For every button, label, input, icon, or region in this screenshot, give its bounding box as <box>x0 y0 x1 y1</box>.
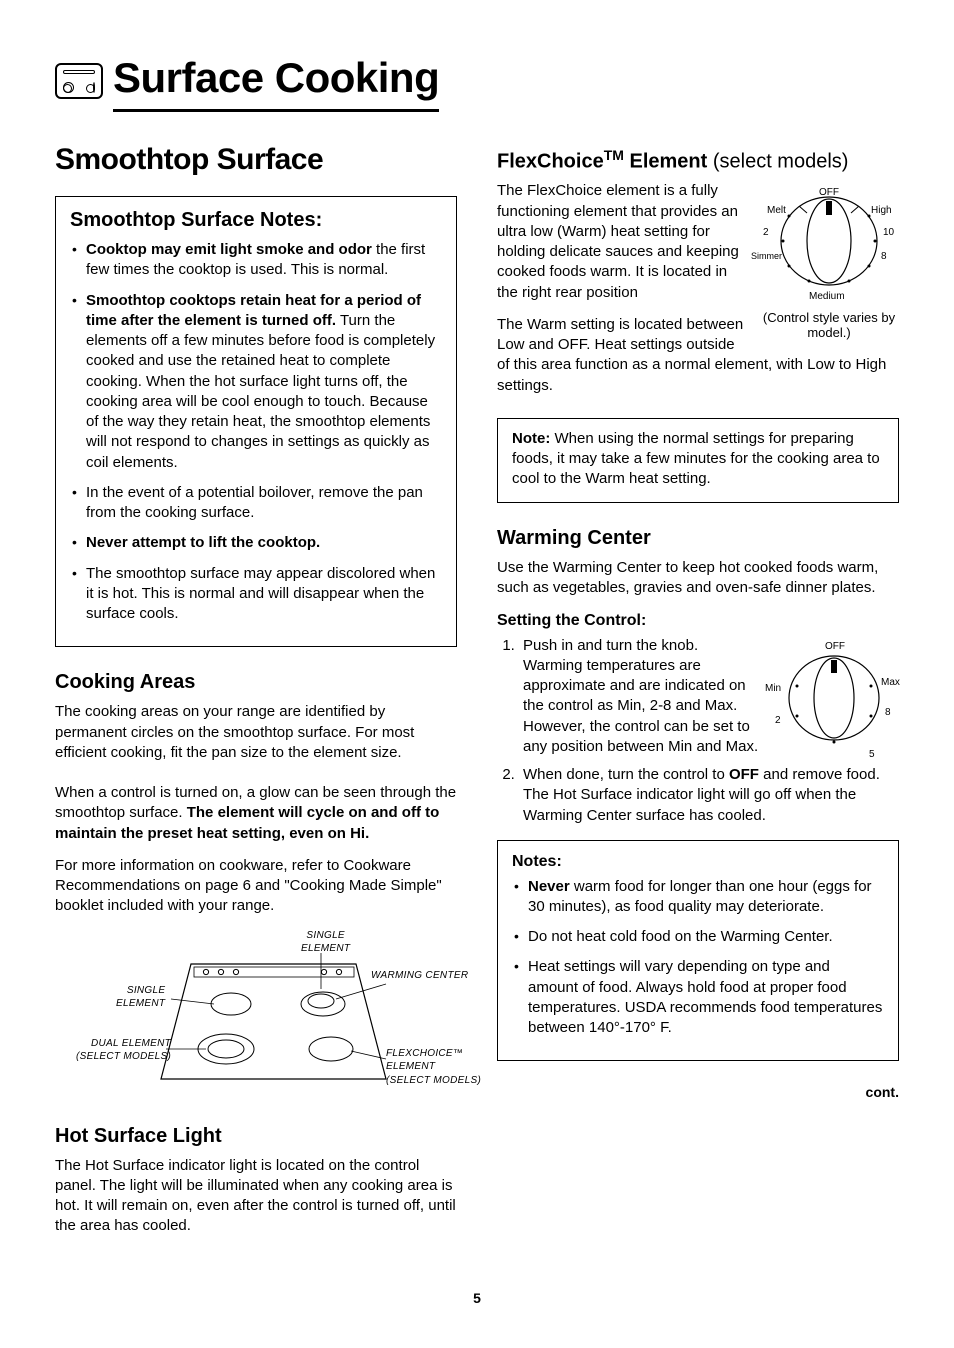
body-text: When a control is turned on, a glow can … <box>55 783 457 844</box>
dial-caption: (Control style varies by model.) <box>759 310 899 341</box>
list-item: The smoothtop surface may appear discolo… <box>70 564 442 625</box>
list-item: Smoothtop cooktops retain heat for a per… <box>70 291 442 473</box>
list-item: Never attempt to lift the cooktop. <box>70 533 442 553</box>
list-item: In the event of a potential boilover, re… <box>70 483 442 524</box>
warming-dial-figure: OFF Min 2 5 Max 8 <box>769 636 899 762</box>
continued-label: cont. <box>497 1083 899 1102</box>
section-heading-smoothtop: Smoothtop Surface <box>55 140 457 181</box>
flex-note-box: Note: When using the normal settings for… <box>497 418 899 503</box>
dial-svg <box>769 636 899 756</box>
cooktop-svg <box>76 929 436 1109</box>
diagram-label: SINGLE ELEMENT <box>301 929 350 956</box>
diagram-label: DUAL ELEMENT (SELECT MODELS) <box>76 1037 171 1064</box>
warming-notes-box: Notes: Never warm food for longer than o… <box>497 840 899 1061</box>
body-text: The Hot Surface indicator light is locat… <box>55 1156 457 1237</box>
diagram-label: FLEXCHOICE™ ELEMENT (SELECT MODELS) <box>386 1047 481 1088</box>
page-header: Surface Cooking <box>55 50 899 112</box>
page-number: 5 <box>55 1289 899 1308</box>
body-text: The cooking areas on your range are iden… <box>55 702 457 763</box>
body-text: For more information on cookware, refer … <box>55 856 457 917</box>
list-item: Heat settings will vary depending on typ… <box>512 957 884 1038</box>
flex-dial-figure: OFF Melt 2 Simmer Medium High 10 8 (Cont… <box>759 181 899 340</box>
notes-heading: Notes: <box>512 851 884 873</box>
diagram-label: WARMING CENTER <box>371 969 468 983</box>
cooking-areas-heading: Cooking Areas <box>55 669 457 696</box>
body-text: Use the Warming Center to keep hot cooke… <box>497 558 899 599</box>
left-column: Smoothtop Surface Smoothtop Surface Note… <box>55 140 457 1249</box>
list-item: Never warm food for longer than one hour… <box>512 877 884 918</box>
smoothtop-notes-box: Smoothtop Surface Notes: Cooktop may emi… <box>55 196 457 647</box>
list-item: Do not heat cold food on the Warming Cen… <box>512 927 884 947</box>
flexchoice-heading: FlexChoiceTM Element (select models) <box>497 146 899 176</box>
notes-list: Cooktop may emit light smoke and odor th… <box>70 240 442 624</box>
dial-svg <box>759 181 899 301</box>
right-column: FlexChoiceTM Element (select models) OFF… <box>497 140 899 1249</box>
warming-notes-list: Never warm food for longer than one hour… <box>512 877 884 1039</box>
setting-control-heading: Setting the Control: <box>497 610 899 632</box>
list-item: Cooktop may emit light smoke and odor th… <box>70 240 442 281</box>
diagram-label: SINGLE ELEMENT <box>116 984 165 1011</box>
list-item: When done, turn the control to OFF and r… <box>519 765 899 826</box>
cooktop-diagram: SINGLE ELEMENT SINGLE ELEMENT DUAL ELEME… <box>76 929 436 1109</box>
hot-surface-heading: Hot Surface Light <box>55 1123 457 1150</box>
notes-heading: Smoothtop Surface Notes: <box>70 207 442 234</box>
stove-icon <box>55 63 103 99</box>
warming-center-heading: Warming Center <box>497 525 899 552</box>
tm-mark: TM <box>604 147 624 163</box>
page-title: Surface Cooking <box>113 50 439 112</box>
